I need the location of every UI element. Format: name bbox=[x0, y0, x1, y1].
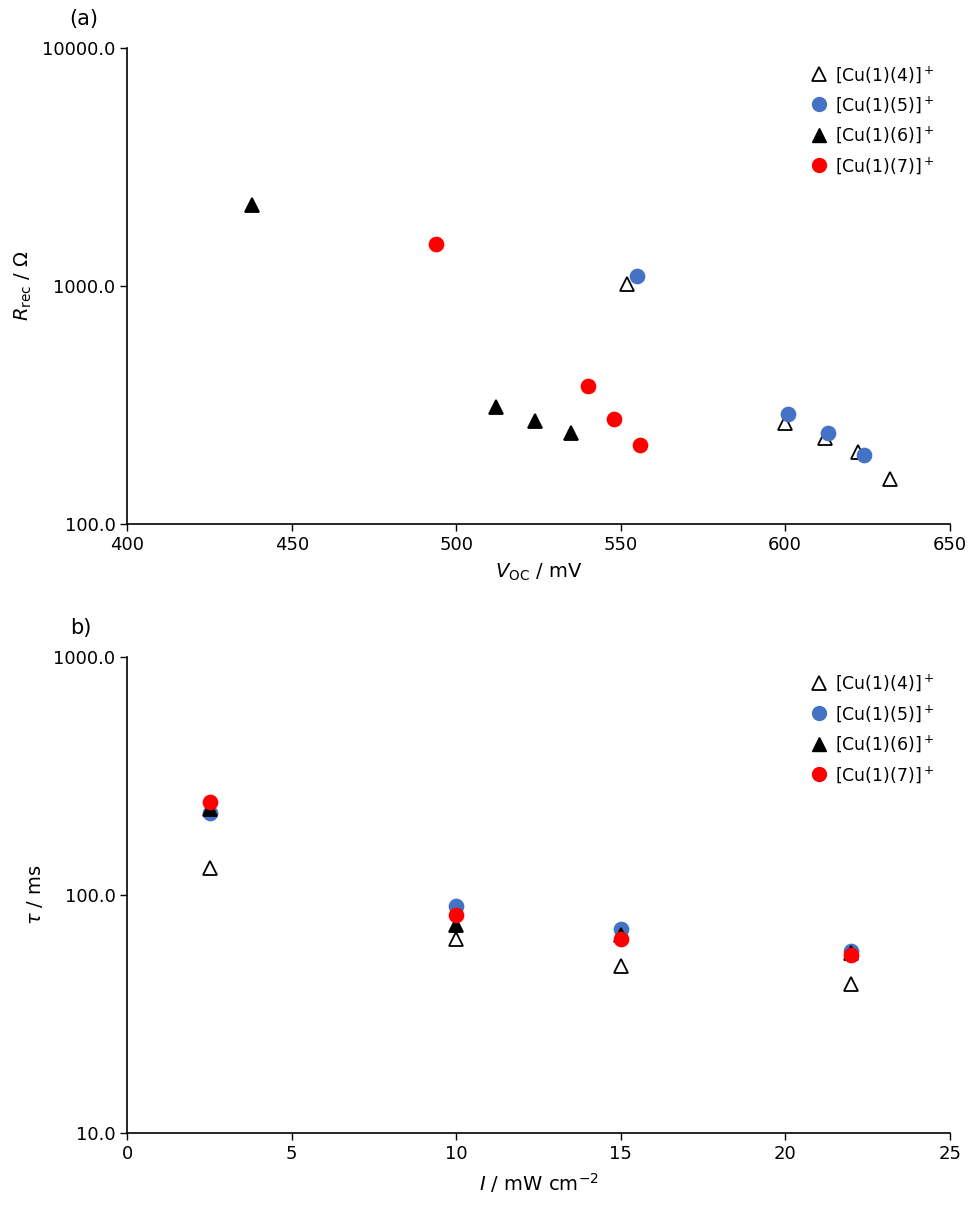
Legend: [Cu(1)(4)]$^+$, [Cu(1)(5)]$^+$, [Cu(1)(6)]$^+$, [Cu(1)(7)]$^+$: [Cu(1)(4)]$^+$, [Cu(1)(5)]$^+$, [Cu(1)(6… bbox=[803, 665, 940, 792]
Legend: [Cu(1)(4)]$^+$, [Cu(1)(5)]$^+$, [Cu(1)(6)]$^+$, [Cu(1)(7)]$^+$: [Cu(1)(4)]$^+$, [Cu(1)(5)]$^+$, [Cu(1)(6… bbox=[803, 57, 940, 183]
Text: b): b) bbox=[69, 618, 91, 637]
Y-axis label: $R_\mathrm{rec}$ / Ω: $R_\mathrm{rec}$ / Ω bbox=[13, 251, 33, 322]
X-axis label: $V_\mathrm{OC}$ / mV: $V_\mathrm{OC}$ / mV bbox=[494, 562, 582, 583]
Text: (a): (a) bbox=[69, 10, 99, 29]
Y-axis label: $\tau$ / ms: $\tau$ / ms bbox=[25, 864, 45, 925]
X-axis label: $I$ / mW cm$^{-2}$: $I$ / mW cm$^{-2}$ bbox=[478, 1171, 598, 1194]
